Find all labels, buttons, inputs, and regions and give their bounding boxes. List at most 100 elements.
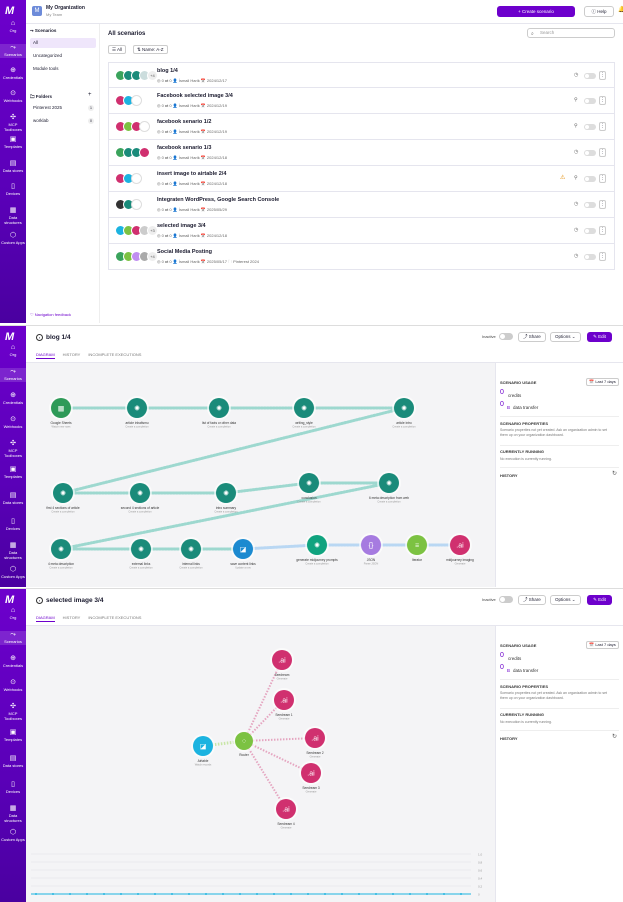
diagram-canvas[interactable]: ◪ Airtable Watch records ⁘ Router .ai Seedream… [26, 625, 495, 902]
search-input[interactable]: ⌕ Search [527, 28, 615, 38]
scenario-row[interactable]: facebook senario 1/2 ◎ 0 ⇄ 0 👤 İsmail Har… [108, 114, 615, 140]
edit-button[interactable]: ✎ Edit [587, 332, 612, 342]
more-menu-icon[interactable]: ⋮ [599, 252, 606, 261]
nav-item-org[interactable]: ⌂ Org [0, 344, 26, 358]
scenario-name[interactable]: Facebook selected image 3/4 [157, 93, 233, 99]
more-menu-icon[interactable]: ⋮ [599, 96, 606, 105]
more-menu-icon[interactable]: ⋮ [599, 71, 606, 80]
options-button[interactable]: Options ⌄ [550, 332, 581, 342]
nav-item-mcp-toolboxes[interactable]: ✣ MCP Toolboxes [0, 703, 26, 721]
nav-item-templates[interactable]: ▣ Templates [0, 136, 26, 150]
nav-item-devices[interactable]: ▯ Devices [0, 781, 26, 795]
scenario-row[interactable]: insert image to airtable 2/4 ◎ 0 ⇄ 0 👤 İs… [108, 166, 615, 192]
edit-button[interactable]: ✎ Edit [587, 595, 612, 605]
scenario-name[interactable]: facebook senario 1/2 [157, 119, 212, 125]
org-name[interactable]: My Organization [46, 5, 85, 11]
scenario-name[interactable]: blog 1/4 [157, 68, 178, 74]
scenario-row[interactable]: +3 selected image 3/4 ◎ 0 ⇄ 0 👤 İsmail Har… [108, 218, 615, 244]
scenario-toggle[interactable] [584, 124, 596, 130]
nav-item-webhooks[interactable]: ⊙ Webhooks [0, 416, 26, 430]
scenario-toggle[interactable] [584, 202, 596, 208]
scenario-toggle[interactable] [584, 228, 596, 234]
navigation-feedback-link[interactable]: ♡ Navigation feedback [30, 312, 71, 317]
make-logo[interactable]: M [5, 594, 14, 606]
nav-item-templates[interactable]: ▣ Templates [0, 729, 26, 743]
scenario-row[interactable]: +4 Social Media Posting ◎ 0 ⇄ 0 👤 İsmail H… [108, 244, 615, 270]
more-menu-icon[interactable]: ⋮ [599, 174, 606, 183]
folder-item[interactable]: Pinterest 2025 1 [30, 103, 96, 113]
make-logo[interactable]: M [5, 331, 14, 343]
folder-item[interactable]: worklab 0 [30, 116, 96, 126]
date-range-select[interactable]: 📅 Last 7 days [586, 641, 619, 649]
tab-incomplete-executions[interactable]: INCOMPLETE EXECUTIONS [88, 615, 142, 620]
scenario-row[interactable]: Facebook selected image 3/4 ◎ 0 ⇄ 0 👤 İsm… [108, 88, 615, 114]
nav-item-data-structures[interactable]: ▦ Data structures [0, 207, 26, 225]
scenario-row[interactable]: +4 blog 1/4 ◎ 0 ⇄ 0 👤 İsmail Harik 📅 2024/… [108, 62, 615, 88]
more-menu-icon[interactable]: ⋮ [599, 122, 606, 131]
more-menu-icon[interactable]: ⋮ [599, 226, 606, 235]
scenario-name[interactable]: Integraten WordPress, Google Search Cons… [157, 197, 280, 203]
sidebar-item-module-tools[interactable]: Module tools [33, 66, 59, 71]
nav-item-data-structures[interactable]: ▦ Data structures [0, 542, 26, 560]
nav-item-webhooks[interactable]: ⊙ Webhooks [0, 679, 26, 693]
activation-toggle[interactable] [499, 596, 513, 603]
create-scenario-button[interactable]: + Create scenario [497, 6, 575, 17]
tab-diagram[interactable]: DIAGRAM [36, 615, 55, 622]
nav-item-credentials[interactable]: ⊕ Credentials [0, 67, 26, 81]
date-range-select[interactable]: 📅 Last 7 days [586, 378, 619, 386]
scenario-toggle[interactable] [584, 254, 596, 260]
nav-item-org[interactable]: ⌂ Org [0, 607, 26, 621]
nav-item-mcp-toolboxes[interactable]: ✣ MCP Toolboxes [0, 114, 26, 132]
sidebar-item-all[interactable]: All [30, 38, 96, 48]
scenario-row[interactable]: Integraten WordPress, Google Search Cons… [108, 192, 615, 218]
filter-button[interactable]: ☰ All [108, 45, 127, 54]
scenario-toggle[interactable] [584, 73, 596, 79]
scenario-name[interactable]: Social Media Posting [157, 249, 213, 255]
add-folder-button[interactable]: + [88, 92, 92, 98]
refresh-icon[interactable]: ↻ [611, 734, 617, 740]
nav-item-devices[interactable]: ▯ Devices [0, 183, 26, 197]
scenario-name[interactable]: facebook senario 1/3 [157, 145, 212, 151]
bell-icon[interactable]: 🔔 [618, 7, 623, 13]
tab-history[interactable]: HISTORY [62, 352, 81, 357]
make-logo[interactable]: M [5, 5, 14, 17]
scenario-name[interactable]: selected image 3/4 [157, 223, 206, 229]
module-node[interactable]: ≡ Iterator [405, 533, 429, 562]
help-button[interactable]: ⓘ Help [584, 6, 614, 17]
tab-diagram[interactable]: DIAGRAM [36, 352, 55, 359]
nav-item-credentials[interactable]: ⊕ Credentials [0, 392, 26, 406]
nav-item-data-stores[interactable]: ▤ Data stores [0, 492, 26, 506]
activation-toggle[interactable] [499, 333, 513, 340]
scenario-name[interactable]: insert image to airtable 2/4 [157, 171, 227, 177]
nav-item-scenarios[interactable]: ⤳ Scenarios [0, 631, 26, 645]
module-node[interactable]: ⁘ Router [233, 730, 255, 757]
nav-item-credentials[interactable]: ⊕ Credentials [0, 655, 26, 669]
nav-item-devices[interactable]: ▯ Devices [0, 518, 26, 532]
tab-incomplete-executions[interactable]: INCOMPLETE EXECUTIONS [88, 352, 142, 357]
back-icon[interactable]: ‹ [36, 597, 43, 604]
scenario-row[interactable]: facebook senario 1/3 ◎ 0 ⇄ 0 👤 İsmail Har… [108, 140, 615, 166]
tab-history[interactable]: HISTORY [62, 615, 81, 620]
diagram-canvas[interactable]: ▦ Google Sheets Watch new rows ✺ article inh… [26, 362, 495, 587]
nav-item-templates[interactable]: ▣ Templates [0, 466, 26, 480]
nav-item-org[interactable]: ⌂ Org [0, 20, 26, 34]
more-menu-icon[interactable]: ⋮ [599, 148, 606, 157]
